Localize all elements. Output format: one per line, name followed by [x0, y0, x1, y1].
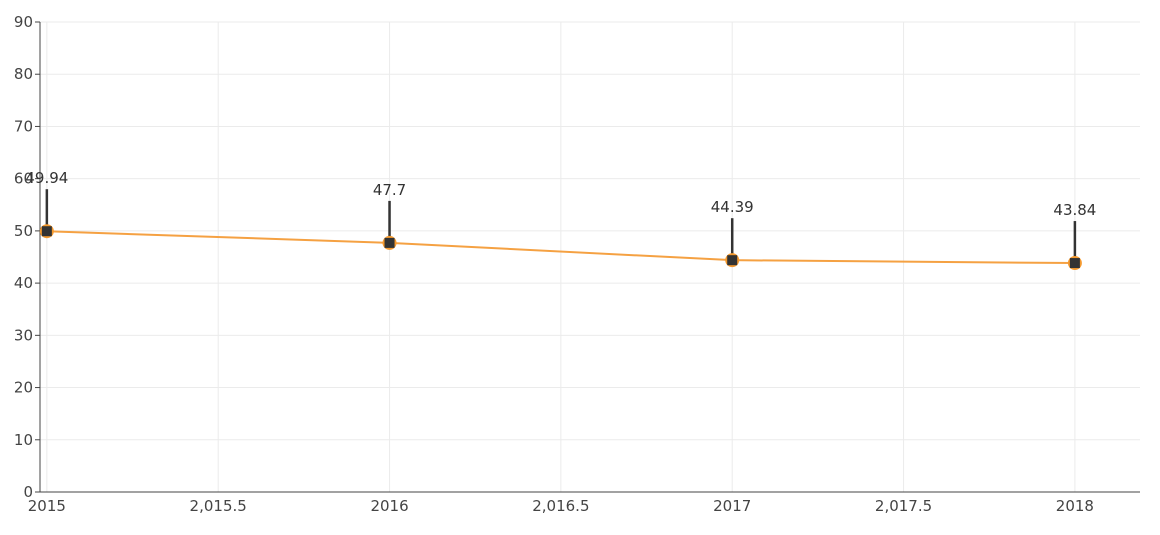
x-tick-label: 2017 — [713, 497, 751, 515]
data-point-marker — [727, 255, 738, 266]
y-tick-label: 60 — [14, 170, 33, 188]
y-tick-label: 50 — [14, 222, 33, 240]
tick-label-layer: 0 10 20 30 40 50 60 70 80 90 2015 2,015.5 2016 2,016.… — [14, 13, 1094, 515]
y-tick-label: 30 — [14, 326, 33, 344]
x-tick-label: 2016 — [370, 497, 408, 515]
data-label: 49.94 — [25, 169, 68, 187]
data-point-marker — [41, 226, 52, 237]
data-point-marker — [1069, 258, 1080, 269]
series-line-layer — [46, 230, 1075, 265]
data-label: 44.39 — [711, 198, 754, 216]
series-line — [46, 230, 1075, 265]
x-tick-label: 2,016.5 — [532, 497, 589, 515]
data-label: 43.84 — [1053, 201, 1096, 219]
data-label: 47.7 — [373, 181, 406, 199]
data-label-layer: 49.94 47.7 44.39 43.84 — [25, 169, 1096, 219]
x-tick-label: 2015 — [28, 497, 66, 515]
x-tick-label: 2,015.5 — [190, 497, 247, 515]
marker-layer — [39, 224, 1082, 271]
y-tick-label: 40 — [14, 274, 33, 292]
x-tick-label: 2,017.5 — [875, 497, 932, 515]
y-tick-label: 10 — [14, 431, 33, 449]
grid-layer — [40, 21, 1140, 492]
y-tick-label: 70 — [14, 117, 33, 135]
x-tick-label: 2018 — [1056, 497, 1094, 515]
y-tick-label: 90 — [14, 13, 33, 31]
axis-layer — [35, 21, 1140, 493]
y-tick-label: 80 — [14, 65, 33, 83]
y-tick-label: 0 — [23, 483, 33, 501]
y-tick-label: 20 — [14, 379, 33, 397]
data-point-marker — [384, 237, 395, 248]
